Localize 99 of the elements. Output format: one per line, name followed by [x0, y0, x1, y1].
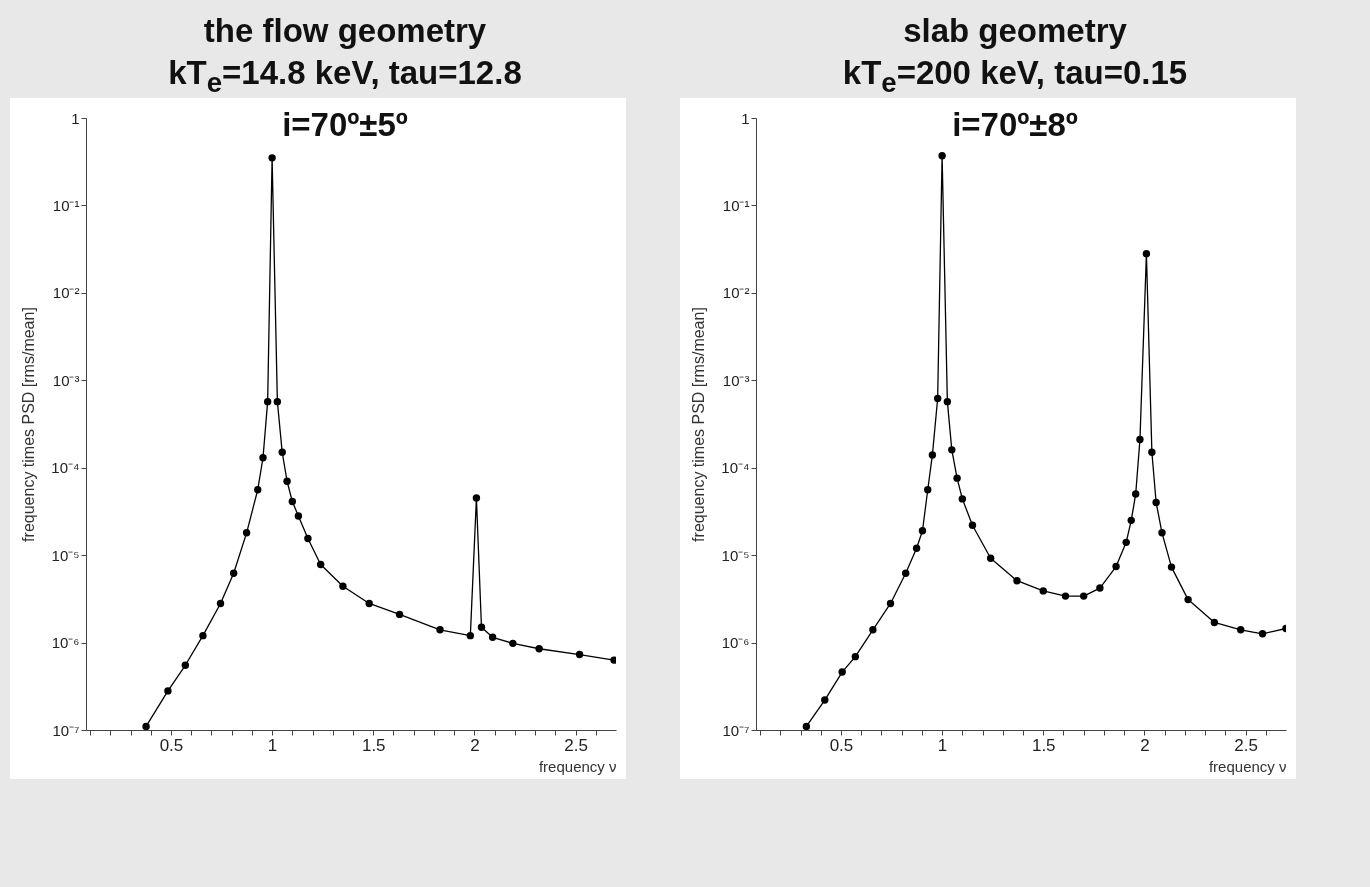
point: [294, 511, 303, 520]
point: [1080, 592, 1088, 600]
y-tick-label: 10⁻²: [52, 283, 80, 301]
y-tick-label: 10⁻⁶: [721, 633, 750, 651]
point: [1061, 592, 1070, 600]
x-tick-label: 2.5: [1234, 735, 1258, 755]
point: [1122, 538, 1130, 546]
point: [164, 686, 172, 695]
x-axis-title: frequency ν: [1208, 757, 1287, 775]
point: [933, 394, 942, 402]
point: [288, 497, 297, 505]
point: [1184, 595, 1192, 603]
point: [1096, 583, 1104, 592]
point: [968, 521, 977, 529]
point: [1112, 562, 1120, 570]
point: [802, 722, 811, 730]
point: [436, 625, 444, 634]
point: [1142, 249, 1151, 258]
x-tick-label: 2: [470, 735, 480, 755]
point: [181, 661, 190, 669]
y-tick-label: 10⁻⁷: [722, 721, 750, 739]
point: [943, 397, 952, 405]
point: [339, 582, 347, 590]
point: [488, 633, 497, 641]
point: [918, 526, 927, 535]
y-tick-label: 1: [741, 109, 750, 127]
y-tick-label: 10⁻¹: [722, 196, 750, 214]
point: [851, 652, 860, 660]
point: [1131, 489, 1140, 498]
point: [1039, 586, 1047, 595]
point: [216, 599, 225, 607]
x-tick-label: 0.5: [159, 735, 184, 755]
x-tick-label: 2: [1140, 735, 1150, 755]
x-tick-label: 0.5: [829, 735, 854, 755]
point: [142, 722, 150, 730]
point: [477, 623, 486, 631]
point: [1210, 618, 1219, 626]
chart-title: the flow geometry kT$_{e}$=14.8 keV, tau=12.8 i=70º±5º: [168, 12, 522, 143]
point: [283, 477, 291, 485]
y-tick-label: 10⁻⁷: [52, 721, 80, 739]
point: [304, 534, 312, 542]
x-tick-label: 1: [937, 735, 948, 755]
point: [229, 569, 238, 577]
point: [869, 625, 877, 634]
x-tick-label: 1: [267, 735, 278, 755]
point: [986, 554, 995, 562]
y-tick-label: 1: [71, 109, 80, 127]
point: [472, 493, 481, 502]
point: [509, 639, 517, 647]
point: [254, 485, 262, 494]
point: [928, 450, 937, 459]
point: [924, 485, 932, 494]
point: [912, 544, 921, 552]
y-tick-label: 10⁻³: [722, 371, 750, 389]
point: [278, 448, 286, 456]
point: [886, 599, 895, 607]
point: [1152, 498, 1160, 506]
y-tick-label: 10⁻³: [52, 371, 80, 389]
point: [273, 397, 282, 405]
point: [948, 445, 956, 454]
y-tick-label: 10⁻²: [722, 283, 750, 301]
x-tick-label: 1.5: [361, 735, 386, 755]
point: [535, 644, 543, 653]
y-tick-label: 10⁻⁴: [721, 458, 750, 476]
point: [821, 695, 829, 704]
point: [901, 569, 910, 577]
point: [1013, 576, 1021, 584]
y-tick-label: 10⁻⁵: [51, 546, 80, 564]
y-tick-label: 10⁻⁵: [721, 546, 750, 564]
point: [575, 650, 584, 658]
point: [1236, 625, 1245, 634]
point: [1158, 528, 1166, 537]
point: [242, 528, 251, 537]
point: [259, 453, 267, 462]
point: [838, 667, 846, 676]
point: [365, 599, 373, 607]
chart-title: slab geometry kT$_{e}$=200 keV, tau=0.15 i=70º±8º: [842, 12, 1188, 143]
x-tick-label: 1.5: [1031, 735, 1056, 755]
point: [938, 151, 946, 160]
point: [953, 474, 961, 482]
point: [316, 560, 325, 568]
y-tick-label: 10⁻¹: [52, 196, 80, 214]
x-tick-label: 2.5: [564, 735, 588, 755]
y-axis-title: frequency times PSD [rms/mean]: [690, 306, 708, 542]
point: [1167, 562, 1176, 571]
point: [1136, 435, 1144, 443]
point: [263, 397, 272, 405]
x-axis-title: frequency ν: [538, 757, 617, 775]
point: [395, 610, 404, 618]
y-tick-label: 10⁻⁶: [51, 633, 80, 651]
point: [199, 631, 207, 639]
point: [268, 153, 276, 162]
y-tick-label: 10⁻⁴: [51, 458, 80, 476]
point: [466, 631, 475, 639]
point: [1258, 629, 1267, 638]
point: [1127, 516, 1135, 524]
point: [958, 494, 967, 503]
y-axis-title: frequency times PSD [rms/mean]: [20, 306, 38, 542]
point: [1148, 448, 1156, 456]
